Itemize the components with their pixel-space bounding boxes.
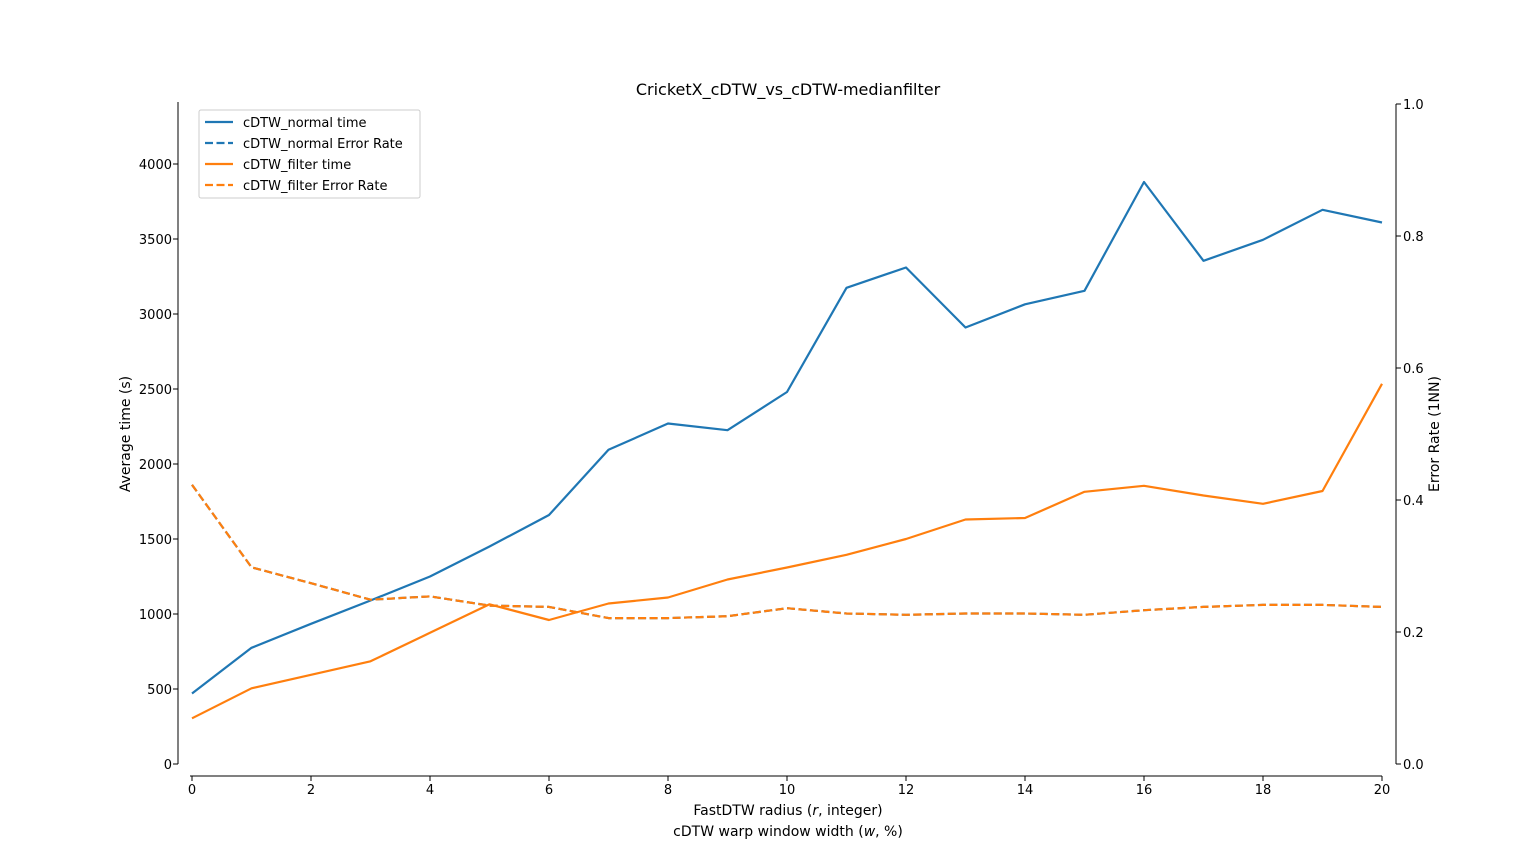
x-tick-label: 16 xyxy=(1136,783,1153,798)
y-tick-label: 2000 xyxy=(139,458,172,473)
x-tick-label: 12 xyxy=(898,783,915,798)
y2-tick-label: 1.0 xyxy=(1403,98,1424,113)
legend-label-3: cDTW_filter Error Rate xyxy=(243,179,387,194)
x-tick-label: 20 xyxy=(1374,783,1391,798)
legend: cDTW_normal time cDTW_normal Error Rate cD… xyxy=(198,109,421,199)
y2-tick-label: 0.4 xyxy=(1403,494,1424,509)
y2-tick-label: 0.8 xyxy=(1403,230,1424,245)
y-tick-label: 1000 xyxy=(139,608,172,623)
x-ticks: 0 2 4 6 8 10 12 14 16 18 20 xyxy=(188,776,1390,798)
series-line-1 xyxy=(191,484,1383,620)
x-tick-label: 18 xyxy=(1255,783,1272,798)
y2-tick-label: 0.0 xyxy=(1403,758,1424,773)
y-axis-label-left: Average time (s) xyxy=(118,376,134,492)
series-lines xyxy=(191,180,1383,720)
legend-label-2: cDTW_filter time xyxy=(243,158,351,173)
x-axis-label-secondary: cDTW warp window width (w, %) xyxy=(673,824,903,840)
legend-label-0: cDTW_normal time xyxy=(243,116,367,131)
x-tick-label: 6 xyxy=(545,783,553,798)
x-tick-label: 4 xyxy=(426,783,434,798)
y-tick-label: 3000 xyxy=(139,308,172,323)
y-tick-label: 1500 xyxy=(139,533,172,548)
x-tick-label: 0 xyxy=(188,783,196,798)
x-tick-label: 8 xyxy=(664,783,672,798)
series-line-3 xyxy=(191,484,1383,620)
y2-tick-label: 0.2 xyxy=(1403,626,1424,641)
y-tick-label: 3500 xyxy=(139,233,172,248)
y2-tick-label: 0.6 xyxy=(1403,362,1424,377)
axes xyxy=(177,102,1397,777)
y-tick-label: 500 xyxy=(147,683,172,698)
legend-frame xyxy=(198,109,421,199)
x-tick-label: 2 xyxy=(307,783,315,798)
y-ticks-left: 0 500 1000 1500 2000 2500 3000 3500 4000 xyxy=(139,158,178,773)
legend-items: cDTW_normal time cDTW_normal Error Rate cD… xyxy=(205,116,403,194)
series-line-0 xyxy=(191,180,1383,695)
legend-label-1: cDTW_normal Error Rate xyxy=(243,137,403,152)
x-axis-label: FastDTW radius (r, integer) xyxy=(693,803,882,819)
series-line-2 xyxy=(191,383,1383,720)
y-tick-label: 0 xyxy=(164,758,172,773)
y-ticks-right: 0.0 0.2 0.4 0.6 0.8 1.0 xyxy=(1396,98,1424,773)
x-tick-label: 10 xyxy=(779,783,796,798)
y-axis-label-right: Error Rate (1NN) xyxy=(1427,376,1443,492)
x-tick-label: 14 xyxy=(1017,783,1034,798)
y-tick-label: 2500 xyxy=(139,383,172,398)
y-tick-label: 4000 xyxy=(139,158,172,173)
chart-title: CricketX_cDTW_vs_cDTW-medianfilter xyxy=(636,80,941,100)
